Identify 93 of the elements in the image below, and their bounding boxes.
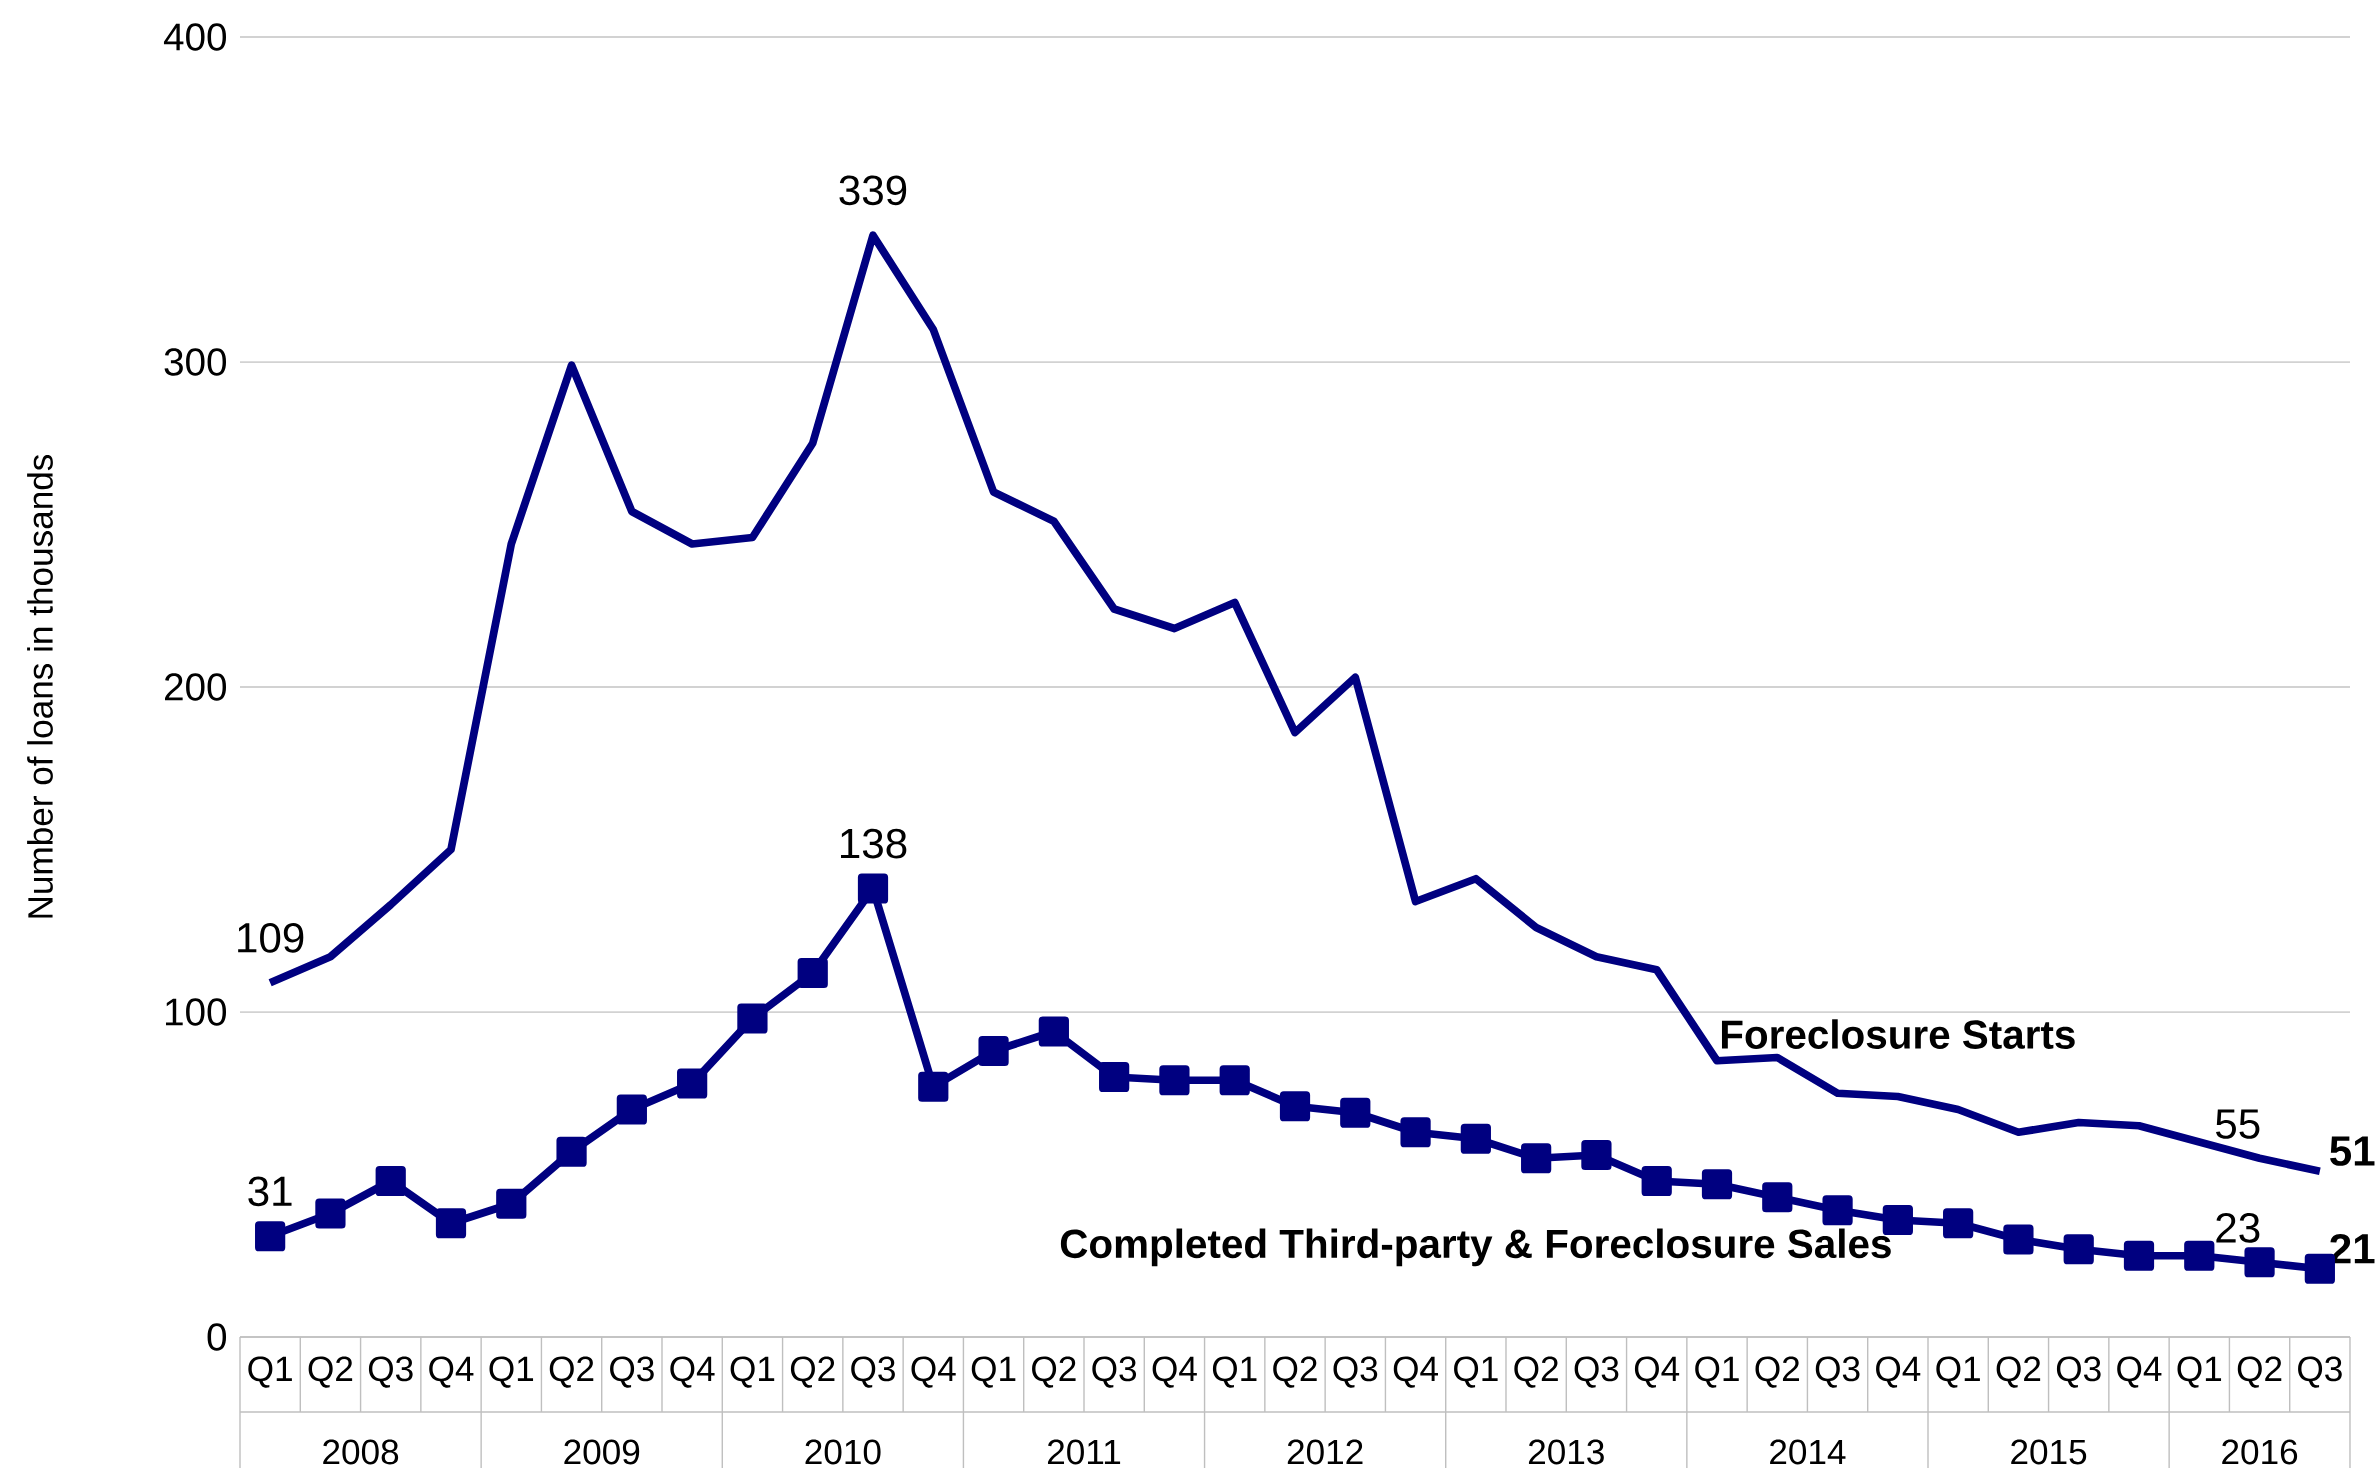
x-tick-label: Q2 <box>1755 1356 1799 1388</box>
text: 2016 <box>2222 1439 2298 1465</box>
point <box>1099 1061 1130 1093</box>
x-tick-label: Q4 <box>429 1356 474 1388</box>
point <box>1822 1195 1853 1226</box>
y-tick-label: 400 <box>163 23 227 51</box>
x-tick-label: Q3 <box>1574 1356 1619 1388</box>
x-tick-label: Q2 <box>308 1356 353 1388</box>
x-tick-label: Q4 <box>670 1356 715 1388</box>
x-tick-label: Q3 <box>1815 1356 1860 1388</box>
x-tick-label: Q2 <box>1514 1356 1558 1388</box>
x-tick-label: Q1 <box>2177 1356 2222 1388</box>
x-tick-label: Q3 <box>2056 1356 2101 1388</box>
x-tick-label: Q1 <box>1695 1356 1739 1388</box>
x-tick-label: Q3 <box>368 1356 413 1388</box>
point <box>2123 1240 2155 1271</box>
data-label: 109 <box>238 922 304 953</box>
y-tick-label: 300 <box>164 348 227 376</box>
point <box>918 1071 949 1102</box>
point <box>2063 1234 2094 1265</box>
point <box>1038 1016 1069 1047</box>
point <box>1159 1065 1190 1096</box>
point <box>1943 1208 1974 1239</box>
data-label: 31 <box>248 1176 292 1207</box>
x-tick-label: Q2 <box>1996 1356 2041 1388</box>
x-tick-label: Q3 <box>1092 1356 1137 1388</box>
point <box>1460 1123 1491 1154</box>
data-label: 138 <box>841 828 907 859</box>
y-axis-title: Number of loans in thousands <box>27 454 53 918</box>
x-tick-label: Q2 <box>549 1356 594 1388</box>
x-tick-label: Q2 <box>790 1356 835 1388</box>
x-tick-label: Q4 <box>1876 1356 1921 1388</box>
point <box>677 1068 708 1099</box>
point <box>1219 1065 1250 1096</box>
x-tick-label: Q4 <box>1152 1356 1197 1388</box>
x-tick-label: Q3 <box>2298 1356 2342 1388</box>
x-tick-label: Q1 <box>730 1356 775 1388</box>
point <box>255 1221 286 1252</box>
y-tick-label: 0 <box>207 1323 227 1351</box>
point <box>435 1208 467 1239</box>
y-tick-label: 100 <box>166 998 227 1026</box>
point <box>1400 1117 1431 1148</box>
point <box>1581 1139 1612 1171</box>
x-tick-label: Q4 <box>2117 1356 2162 1388</box>
point <box>2184 1240 2215 1271</box>
text: 2010 <box>805 1439 881 1465</box>
point <box>556 1136 587 1167</box>
point <box>1521 1143 1552 1174</box>
x-tick-label: Q3 <box>1333 1356 1378 1388</box>
series-label: Foreclosure Starts <box>1721 1019 2075 1049</box>
text: 2014 <box>1770 1439 1846 1465</box>
x-tick-label: Q2 <box>2237 1356 2282 1388</box>
point <box>1701 1169 1733 1200</box>
data-label: 55 <box>2216 1109 2260 1139</box>
x-tick-label: Q3 <box>610 1356 654 1388</box>
point <box>978 1035 1009 1067</box>
x-tick-label: Q2 <box>1273 1356 1317 1388</box>
x-tick-label: Q4 <box>1393 1356 1438 1388</box>
point <box>496 1188 527 1219</box>
text: 2012 <box>1287 1439 1363 1465</box>
series-label: Completed Third-party & Foreclosure Sales <box>1060 1228 1891 1267</box>
data-label: 23 <box>2216 1212 2260 1243</box>
point <box>375 1165 406 1197</box>
point <box>1762 1182 1793 1213</box>
x-tick-label: Q1 <box>1936 1356 1980 1388</box>
x-tick-label: Q1 <box>1454 1356 1498 1388</box>
x-tick-label: Q1 <box>971 1356 1016 1388</box>
x-tick-label: Q4 <box>1634 1356 1680 1388</box>
x-tick-label: Q2 <box>1032 1356 1076 1388</box>
text: 2015 <box>2011 1439 2087 1465</box>
text: 2011 <box>1047 1439 1121 1465</box>
x-tick-label: Q1 <box>489 1356 534 1388</box>
point <box>857 873 889 904</box>
text: 2013 <box>1528 1439 1604 1465</box>
x-tick-label: Q1 <box>1212 1356 1257 1388</box>
x-tick-label: Q4 <box>911 1356 956 1388</box>
x-tick-label: Q3 <box>851 1356 895 1388</box>
text: 2008 <box>323 1439 399 1465</box>
point <box>1641 1165 1672 1197</box>
data-label: 51 <box>2330 1136 2375 1166</box>
point <box>2244 1247 2275 1278</box>
data-label: 339 <box>839 175 907 206</box>
y-tick-label: 200 <box>165 673 227 701</box>
point <box>1340 1097 1371 1128</box>
text: 2009 <box>564 1439 640 1465</box>
data-label: 21 <box>2330 1233 2375 1264</box>
point <box>315 1198 346 1229</box>
point <box>1279 1091 1311 1122</box>
point <box>2003 1224 2034 1255</box>
point <box>797 957 828 989</box>
point <box>737 1003 768 1034</box>
point <box>616 1094 647 1125</box>
x-tick-label: Q1 <box>248 1356 292 1388</box>
